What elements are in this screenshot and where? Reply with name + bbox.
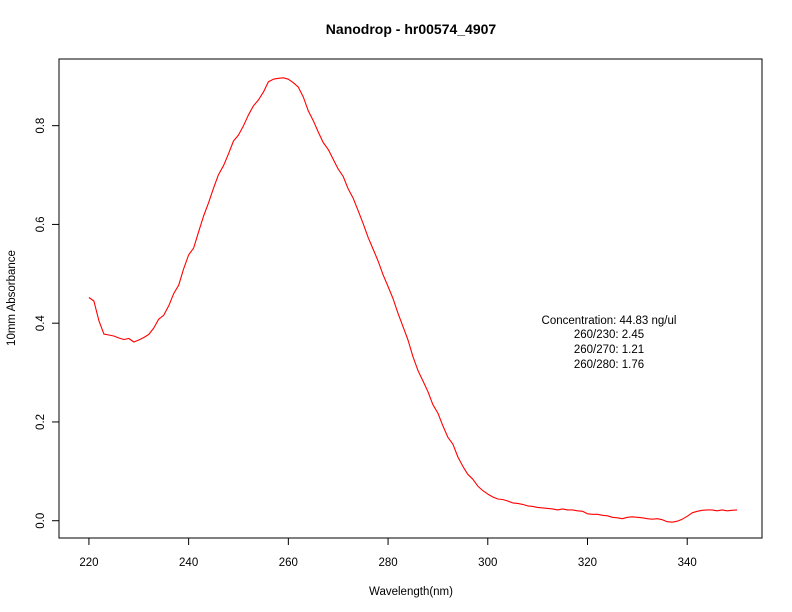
y-tick-label: 0.2: [35, 414, 47, 430]
y-tick-label: 0.8: [35, 118, 47, 134]
chart-title: Nanodrop - hr00574_4907: [326, 21, 497, 37]
ratio-260-280-annotation: 260/280: 1.76: [574, 359, 644, 371]
y-tick-label: 0.0: [35, 513, 47, 529]
x-tick-label: 340: [678, 557, 697, 569]
x-axis-label: Wavelength(nm): [369, 586, 453, 598]
x-tick-label: 240: [179, 557, 198, 569]
x-tick-label: 260: [279, 557, 298, 569]
concentration-annotation: Concentration: 44.83 ng/ul: [542, 315, 677, 327]
y-tick-label: 0.4: [35, 315, 47, 332]
y-tick-label: 0.6: [35, 216, 47, 232]
y-axis-label: 10mm Absorbance: [6, 250, 18, 346]
absorbance-series-line: [88, 77, 738, 523]
stats-annotation: Concentration: 44.83 ng/ul 260/230: 2.45…: [542, 315, 677, 371]
x-tick-label: 220: [79, 557, 98, 569]
x-axis: 220 240 260 280 300 320 340: [79, 537, 697, 569]
x-tick-label: 280: [378, 557, 397, 569]
ratio-260-230-annotation: 260/230: 2.45: [574, 329, 644, 341]
ratio-260-270-annotation: 260/270: 1.21: [574, 344, 644, 356]
x-tick-label: 300: [478, 557, 497, 569]
y-axis: 0.0 0.2 0.4 0.6 0.8: [35, 118, 60, 529]
x-tick-label: 320: [578, 557, 597, 569]
